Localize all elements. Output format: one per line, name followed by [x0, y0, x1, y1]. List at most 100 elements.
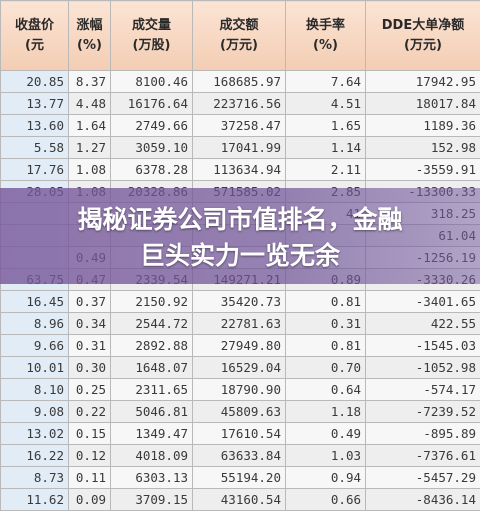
- table-cell[interactable]: 17041.99: [193, 137, 286, 159]
- table-cell[interactable]: 18017.84: [366, 93, 480, 115]
- table-cell[interactable]: 1.03: [286, 445, 366, 467]
- table-cell[interactable]: 0.15: [69, 423, 111, 445]
- table-cell[interactable]: 1.27: [69, 137, 111, 159]
- table-cell[interactable]: 152.98: [366, 137, 480, 159]
- table-cell[interactable]: 3709.15: [111, 489, 193, 511]
- table-cell[interactable]: 0.30: [69, 357, 111, 379]
- table-cell[interactable]: 5046.81: [111, 401, 193, 423]
- table-cell[interactable]: 9.08: [1, 401, 69, 423]
- table-cell[interactable]: -7376.61: [366, 445, 480, 467]
- header-turnover-rate[interactable]: 换手率(%): [286, 1, 366, 71]
- table-cell[interactable]: 422.55: [366, 313, 480, 335]
- table-cell[interactable]: 10.01: [1, 357, 69, 379]
- table-cell[interactable]: -574.17: [366, 379, 480, 401]
- table-cell[interactable]: 8.10: [1, 379, 69, 401]
- table-cell[interactable]: 4.48: [69, 93, 111, 115]
- table-cell[interactable]: 16176.64: [111, 93, 193, 115]
- table-cell[interactable]: -7239.52: [366, 401, 480, 423]
- table-cell[interactable]: 1.64: [69, 115, 111, 137]
- table-cell[interactable]: 0.11: [69, 467, 111, 489]
- table-cell[interactable]: 8.37: [69, 71, 111, 93]
- header-change-pct[interactable]: 涨幅(%): [69, 1, 111, 71]
- table-cell[interactable]: 2311.65: [111, 379, 193, 401]
- table-cell[interactable]: 0.49: [286, 423, 366, 445]
- table-cell[interactable]: 8100.46: [111, 71, 193, 93]
- table-cell[interactable]: -1052.98: [366, 357, 480, 379]
- table-cell[interactable]: 0.70: [286, 357, 366, 379]
- table-cell[interactable]: 1.65: [286, 115, 366, 137]
- table-cell[interactable]: 1349.47: [111, 423, 193, 445]
- table-cell[interactable]: 1.18: [286, 401, 366, 423]
- table-cell[interactable]: 4.51: [286, 93, 366, 115]
- table-cell[interactable]: 0.25: [69, 379, 111, 401]
- table-cell[interactable]: 2.11: [286, 159, 366, 181]
- table-cell[interactable]: 1.14: [286, 137, 366, 159]
- table-cell[interactable]: 1189.36: [366, 115, 480, 137]
- table-cell[interactable]: 2749.66: [111, 115, 193, 137]
- table-cell[interactable]: -3559.91: [366, 159, 480, 181]
- table-cell[interactable]: 13.60: [1, 115, 69, 137]
- table-cell[interactable]: 17610.54: [193, 423, 286, 445]
- table-cell[interactable]: 45809.63: [193, 401, 286, 423]
- table-cell[interactable]: 17942.95: [366, 71, 480, 93]
- table-cell[interactable]: 4018.09: [111, 445, 193, 467]
- table-cell[interactable]: 168685.97: [193, 71, 286, 93]
- table-cell[interactable]: 0.12: [69, 445, 111, 467]
- table-cell[interactable]: 6303.13: [111, 467, 193, 489]
- table-cell[interactable]: 0.31: [69, 335, 111, 357]
- table-cell[interactable]: 2892.88: [111, 335, 193, 357]
- table-cell[interactable]: 18790.90: [193, 379, 286, 401]
- table-cell[interactable]: -895.89: [366, 423, 480, 445]
- table-cell[interactable]: 3059.10: [111, 137, 193, 159]
- table-cell[interactable]: 5.58: [1, 137, 69, 159]
- table-cell[interactable]: 55194.20: [193, 467, 286, 489]
- table-cell[interactable]: 9.66: [1, 335, 69, 357]
- table-cell[interactable]: 223716.56: [193, 93, 286, 115]
- table-cell[interactable]: 0.22: [69, 401, 111, 423]
- table-cell[interactable]: -8436.14: [366, 489, 480, 511]
- table-cell[interactable]: 0.94: [286, 467, 366, 489]
- table-cell[interactable]: -5457.29: [366, 467, 480, 489]
- table-cell[interactable]: 37258.47: [193, 115, 286, 137]
- table-cell[interactable]: 11.62: [1, 489, 69, 511]
- table-cell[interactable]: 43160.54: [193, 489, 286, 511]
- table-cell[interactable]: 27949.80: [193, 335, 286, 357]
- table-cell[interactable]: 20.85: [1, 71, 69, 93]
- header-turnover-amount[interactable]: 成交额(万元): [193, 1, 286, 71]
- table-cell[interactable]: 0.81: [286, 291, 366, 313]
- table-cell[interactable]: 16.22: [1, 445, 69, 467]
- table-cell[interactable]: 0.37: [69, 291, 111, 313]
- table-cell[interactable]: -1545.03: [366, 335, 480, 357]
- header-close-price[interactable]: 收盘价(元: [1, 1, 69, 71]
- table-cell[interactable]: 16.45: [1, 291, 69, 313]
- table-cell[interactable]: 0.34: [69, 313, 111, 335]
- table-cell[interactable]: 0.31: [286, 313, 366, 335]
- table-cell[interactable]: 13.77: [1, 93, 69, 115]
- table-cell[interactable]: -3401.65: [366, 291, 480, 313]
- table-cell[interactable]: 22781.63: [193, 313, 286, 335]
- table-cell[interactable]: 8.96: [1, 313, 69, 335]
- table-cell[interactable]: 2150.92: [111, 291, 193, 313]
- table-cell[interactable]: 2544.72: [111, 313, 193, 335]
- table-cell[interactable]: 0.66: [286, 489, 366, 511]
- table-cell[interactable]: 113634.94: [193, 159, 286, 181]
- table-cell[interactable]: 0.64: [286, 379, 366, 401]
- table-cell[interactable]: 1.08: [69, 159, 111, 181]
- table-cell[interactable]: 8.73: [1, 467, 69, 489]
- table-cell[interactable]: 63633.84: [193, 445, 286, 467]
- table-cell[interactable]: 16529.04: [193, 357, 286, 379]
- table-cell[interactable]: 0.09: [69, 489, 111, 511]
- table-cell[interactable]: 7.64: [286, 71, 366, 93]
- table-cell[interactable]: 1648.07: [111, 357, 193, 379]
- table-cell[interactable]: 0.81: [286, 335, 366, 357]
- header-volume[interactable]: 成交量(万股): [111, 1, 193, 71]
- header-dde-net[interactable]: DDE大单净额(万元): [366, 1, 480, 71]
- table-cell[interactable]: 13.02: [1, 423, 69, 445]
- table-cell[interactable]: 6378.28: [111, 159, 193, 181]
- table-cell[interactable]: 35420.73: [193, 291, 286, 313]
- table-cell[interactable]: 17.76: [1, 159, 69, 181]
